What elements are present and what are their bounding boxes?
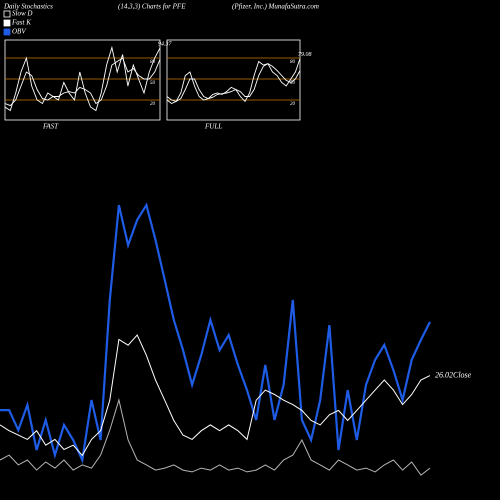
y-tick-label: 20 xyxy=(150,102,156,107)
legend-swatch xyxy=(3,28,11,36)
value-label: 26.02Close xyxy=(435,370,472,379)
panel-frame xyxy=(4,39,161,121)
legend-swatch xyxy=(3,19,11,27)
y-tick-label: 50 xyxy=(290,81,296,86)
panel-frame xyxy=(166,39,301,121)
legend-swatch xyxy=(3,10,11,18)
close-value: 26.02 xyxy=(435,370,453,379)
chart-title: Daily Stochastics xyxy=(3,3,53,11)
legend-label: OBV xyxy=(12,28,26,36)
y-tick-label: 80 xyxy=(290,60,296,65)
panel-label: FULL xyxy=(204,123,222,131)
series-line xyxy=(166,63,301,102)
y-tick-label: 50 xyxy=(150,81,156,86)
series-line xyxy=(0,398,431,476)
series-line xyxy=(4,57,161,107)
value-label: 94.37 xyxy=(158,40,173,47)
series-line xyxy=(0,202,431,464)
series-line xyxy=(4,45,161,112)
series-line xyxy=(0,334,431,457)
close-name: Close xyxy=(453,370,472,379)
value-label: 79.08 xyxy=(298,52,312,58)
legend-label: Fast K xyxy=(11,19,31,27)
series-line xyxy=(166,58,301,105)
y-tick-label: 20 xyxy=(290,102,296,107)
chart-source: (Pfizer, Inc.) MunafaSutra.com xyxy=(232,3,319,11)
legend-label: Slow D xyxy=(12,10,32,18)
panel-label: FAST xyxy=(42,123,59,131)
chart-subtitle: (14,3,3) Charts for PFE xyxy=(118,3,186,11)
